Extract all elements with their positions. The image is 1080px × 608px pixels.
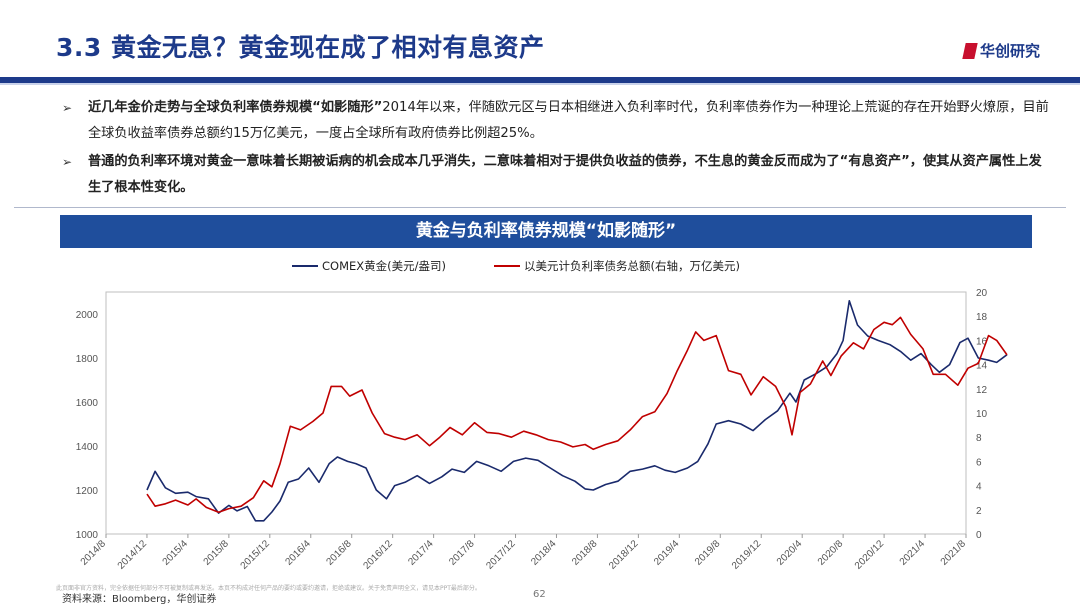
x-tick-label: 2017/8: [447, 538, 477, 568]
gold-vs-negative-yield-chart: 1000 1200 1400 1600 1800 2000 0 2 4 6 8 10 12 14 16 18 2…: [76, 259, 1008, 572]
header-rule-light: [0, 83, 1080, 85]
y-right-tick-label: 14: [976, 361, 988, 372]
slide-title: 3.3 黄金无息？黄金现在成了相对有息资产: [56, 33, 545, 62]
bullet-item: ➢ 近几年金价走势与全球负利率债券规模“如影随形”2014年以来，伴随欧元区与日…: [62, 95, 1052, 147]
x-tick-label: 2020/8: [816, 538, 846, 568]
y-right-tick-label: 18: [976, 312, 988, 323]
y-right-tick-label: 10: [976, 409, 988, 420]
brand-mark-icon: [962, 42, 978, 59]
x-tick-label: 2019/4: [652, 538, 682, 568]
bullet-item: ➢ 普通的负利率环境对黄金一意味着长期被诟病的机会成本几乎消失，二意味着相对于提…: [62, 149, 1052, 201]
x-tick-label: 2015/4: [161, 538, 191, 568]
page-number: 62: [533, 589, 546, 600]
x-tick-label: 2019/8: [693, 538, 723, 568]
legend-label: COMEX黄金(美元/盎司): [322, 259, 446, 273]
x-tick-label: 2020/12: [853, 538, 887, 572]
arrow-bullet-icon: ➢: [62, 101, 73, 115]
y-right-tick-label: 8: [976, 433, 982, 444]
plot-frame: [105, 291, 967, 535]
legend-label: 以美元计负利率债务总额(右轴，万亿美元): [524, 259, 740, 273]
x-tick-label: 2016/12: [361, 538, 395, 572]
bullet-text: 2014年以来，伴随欧元区与日本相继进入负利率时代，负利率债券作为一种理论上荒诞…: [88, 100, 1049, 141]
y-left-tick-label: 2000: [76, 310, 99, 321]
x-tick-label: 2015/12: [239, 538, 273, 572]
y-right-tick-label: 12: [976, 385, 988, 396]
disclaimer-note: 此页面非官方资料，完全依据任何部分不可被复制或再发送。本页不构成对任何产品的要约…: [56, 585, 481, 592]
y-left-tick-label: 1400: [76, 442, 99, 453]
y-right-tick-label: 20: [976, 288, 988, 299]
x-tick-label: 2014/8: [79, 538, 109, 568]
x-tick-label: 2021/8: [939, 538, 969, 568]
x-tick-label: 2017/4: [406, 538, 436, 568]
x-tick-label: 2018/12: [607, 538, 641, 572]
bullet-list: ➢ 近几年金价走势与全球负利率债券规模“如影随形”2014年以来，伴随欧元区与日…: [62, 95, 1052, 203]
y-left-tick-label: 1600: [76, 398, 99, 409]
header-rule: [0, 77, 1080, 83]
y-right-tick-label: 6: [976, 457, 982, 468]
y-left-tick-label: 1000: [76, 530, 99, 541]
x-tick-label: 2021/4: [898, 538, 928, 568]
x-tick-label: 2020/4: [775, 538, 805, 568]
y-left-tick-label: 1200: [76, 486, 99, 497]
bullet-bold: 近几年金价走势与全球负利率债券规模“如影随形”: [88, 100, 383, 115]
y-right-tick-label: 16: [976, 336, 988, 347]
brand-name: 华创研究: [979, 42, 1040, 60]
chart-title: 黄金与负利率债券规模“如影随形”: [60, 215, 1032, 248]
gold-price-line: [146, 300, 1008, 522]
brand-logo: 华创研究: [962, 40, 1040, 61]
x-tick-label: 2018/8: [570, 538, 600, 568]
arrow-bullet-icon: ➢: [62, 155, 73, 169]
negative-yield-debt-line: [146, 316, 1008, 513]
x-tick-label: 2016/4: [283, 538, 313, 568]
x-tick-label: 2018/4: [529, 538, 559, 568]
x-tick-label: 2016/8: [324, 538, 354, 568]
y-left-tick-label: 1800: [76, 354, 99, 365]
x-tick-label: 2017/12: [484, 538, 518, 572]
x-tick-label: 2014/12: [116, 538, 150, 572]
x-tick-label: 2019/12: [730, 538, 764, 572]
y-right-tick-label: 2: [976, 506, 982, 517]
y-right-tick-label: 4: [976, 482, 982, 493]
data-source: 资料来源：Bloomberg，华创证券: [62, 594, 217, 605]
bullet-bold: 普通的负利率环境对黄金一意味着长期被诟病的机会成本几乎消失，二意味着相对于提供负…: [88, 154, 1042, 195]
x-tick-label: 2015/8: [202, 538, 232, 568]
section-divider: [14, 207, 1066, 208]
y-right-tick-label: 0: [976, 530, 982, 541]
